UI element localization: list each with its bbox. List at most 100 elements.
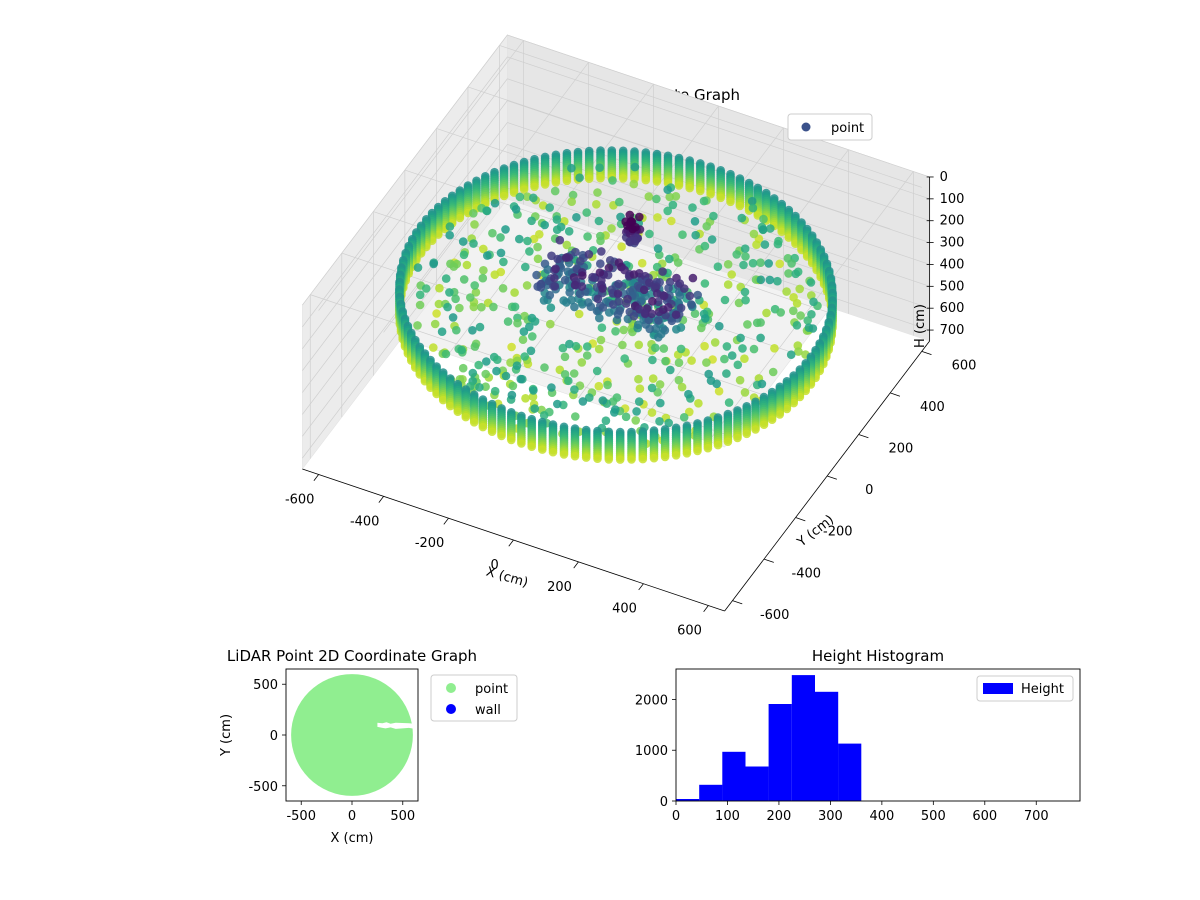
- point-3d: [492, 366, 501, 376]
- chart-2d-legend: point wall: [430, 674, 518, 722]
- histogram: Height Histogram 0 100 200 300 400 500 600 7000…: [635, 647, 1081, 824]
- point-3d: [595, 163, 604, 172]
- point-3d: [700, 279, 710, 288]
- point-3d: [521, 262, 530, 272]
- axis-y-tick-label: 400: [920, 400, 945, 415]
- point-3d: [765, 275, 775, 285]
- histogram-title: Height Histogram: [812, 647, 944, 665]
- point-3d: [560, 275, 570, 285]
- point-3d: [551, 178, 561, 187]
- point-3d: [578, 397, 588, 406]
- chart-2d-legend-point-label: point: [475, 682, 508, 697]
- point-3d: [603, 380, 612, 390]
- point-3d: [548, 447, 558, 457]
- point-3d: [645, 278, 654, 288]
- point-3d: [723, 437, 733, 447]
- point-3d: [571, 412, 580, 421]
- point-3d: [462, 260, 472, 270]
- point-3d: [478, 273, 488, 283]
- point-3d: [478, 422, 488, 432]
- axis-y-tick-label: -600: [760, 608, 790, 623]
- point-3d: [641, 175, 651, 185]
- point-3d: [459, 275, 469, 284]
- point-3d: [438, 395, 448, 405]
- histogram-legend-label: Height: [1021, 682, 1064, 697]
- point-3d: [677, 382, 687, 392]
- point-3d: [671, 451, 681, 460]
- point-3d: [577, 358, 587, 367]
- point-3d: [671, 192, 681, 201]
- point-3d: [561, 253, 571, 262]
- point-3d: [775, 410, 785, 419]
- point-3d: [649, 453, 659, 463]
- point-3d: [593, 188, 602, 197]
- point-3d: [488, 228, 497, 238]
- point-3d: [432, 309, 441, 318]
- point-3d: [667, 216, 676, 226]
- point-3d: [468, 326, 477, 335]
- point-3d: [595, 313, 604, 323]
- point-3d: [594, 344, 604, 354]
- axis-z-tick-label: 700: [940, 323, 965, 338]
- histogram-legend-swatch: [983, 683, 1013, 694]
- point-3d: [575, 289, 585, 299]
- point-3d: [445, 288, 454, 297]
- point-3d: [723, 260, 733, 269]
- point-3d: [784, 233, 794, 242]
- point-3d: [477, 302, 486, 312]
- point-3d: [803, 316, 812, 325]
- point-3d: [795, 284, 804, 294]
- point-3d: [501, 225, 510, 234]
- axis-x-tick-label: -200: [415, 536, 445, 551]
- point-3d: [690, 309, 700, 319]
- point-3d: [741, 252, 750, 261]
- point-3d: [560, 370, 570, 379]
- point-3d: [452, 325, 461, 335]
- point-3d: [458, 237, 468, 246]
- point-3d: [581, 453, 591, 462]
- point-3d: [653, 244, 663, 253]
- point-3d: [458, 363, 468, 373]
- point-3d: [604, 455, 614, 464]
- point-3d: [575, 173, 584, 182]
- point-3d: [647, 309, 657, 319]
- point-3d: [700, 241, 710, 251]
- histogram-x-tick-label: 400: [869, 809, 894, 824]
- point-3d: [540, 363, 549, 372]
- point-3d: [481, 369, 491, 379]
- point-3d: [693, 290, 702, 300]
- chart-2d-ticks: -500 0 500 -500 0 500: [248, 678, 415, 824]
- point-3d: [540, 180, 550, 189]
- point-3d: [740, 287, 750, 297]
- point-3d: [487, 427, 497, 437]
- axis-x-tick-label: -400: [350, 514, 380, 529]
- point-3d: [807, 310, 816, 319]
- axis-x-tick: [313, 474, 319, 481]
- chart-2d-legend-wall-marker: [446, 704, 456, 714]
- point-3d: [741, 295, 750, 305]
- point-3d: [714, 386, 724, 396]
- point-3d: [527, 216, 536, 226]
- point-3d: [634, 397, 644, 406]
- histogram-legend-frame: [976, 675, 1074, 702]
- point-3d: [733, 360, 743, 370]
- point-3d: [510, 288, 519, 297]
- point-3d: [517, 439, 526, 448]
- point-3d: [659, 291, 669, 301]
- point-3d: [794, 347, 803, 356]
- point-3d: [530, 317, 540, 326]
- point-3d: [651, 324, 660, 334]
- point-3d: [415, 290, 425, 300]
- point-3d: [608, 176, 617, 185]
- axis-y-tick: [890, 392, 901, 397]
- point-3d: [703, 443, 713, 453]
- axis-x-tick-label: -600: [285, 492, 315, 507]
- point-3d: [521, 394, 530, 403]
- point-3d: [759, 214, 768, 224]
- point-3d: [583, 232, 592, 241]
- point-3d: [617, 242, 626, 251]
- point-3d: [671, 310, 681, 320]
- point-3d: [539, 296, 549, 305]
- point-3d: [576, 256, 585, 266]
